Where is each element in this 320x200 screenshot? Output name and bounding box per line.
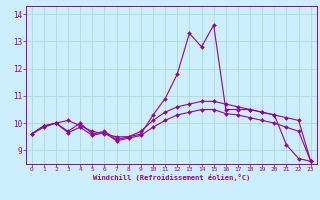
X-axis label: Windchill (Refroidissement éolien,°C): Windchill (Refroidissement éolien,°C) — [92, 174, 250, 181]
